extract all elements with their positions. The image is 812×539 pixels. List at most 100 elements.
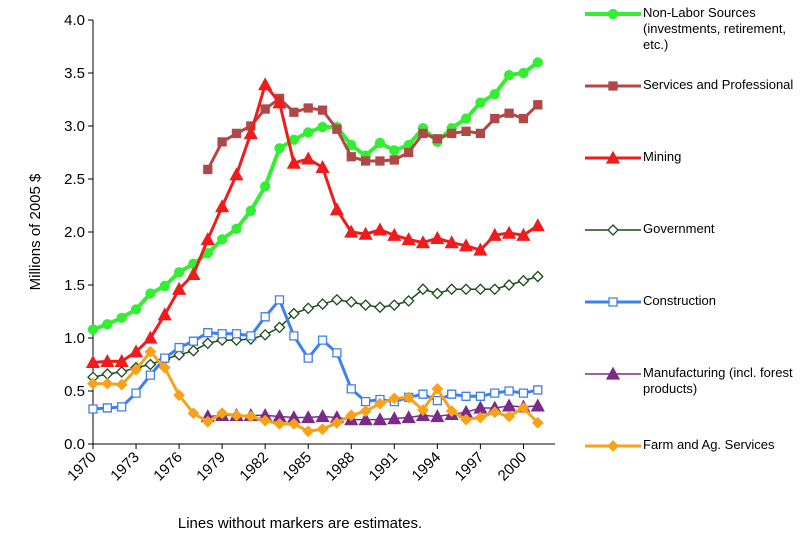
y-tick-label: 0.5: [64, 383, 85, 400]
marker: [474, 283, 487, 296]
x-tick-label: 1997: [452, 449, 488, 485]
marker: [490, 388, 500, 398]
marker: [607, 440, 619, 452]
marker: [418, 128, 428, 139]
marker: [460, 413, 472, 426]
marker: [517, 402, 530, 414]
marker: [317, 105, 328, 115]
y-axis-label: Millions of 2005 $: [27, 173, 44, 290]
marker: [144, 345, 157, 358]
marker: [533, 385, 543, 395]
marker: [174, 342, 184, 353]
marker: [144, 358, 157, 371]
marker: [231, 128, 242, 139]
marker: [475, 128, 486, 139]
marker: [430, 231, 445, 245]
marker: [518, 113, 529, 124]
x-tick-label: 1970: [64, 449, 100, 485]
marker: [401, 232, 416, 246]
marker: [317, 121, 328, 133]
legend-label: Non-Labor Sources (investments, retireme…: [643, 5, 787, 52]
marker: [101, 368, 114, 380]
marker: [188, 336, 199, 346]
marker: [388, 392, 401, 405]
marker: [389, 145, 400, 156]
marker: [346, 152, 356, 162]
marker: [260, 181, 271, 192]
marker: [461, 391, 471, 401]
marker: [402, 294, 415, 307]
marker: [358, 226, 373, 240]
marker: [387, 411, 402, 425]
marker: [329, 202, 345, 216]
marker: [415, 235, 431, 249]
marker: [402, 391, 415, 404]
legend-label: Mining: [643, 149, 682, 164]
marker: [404, 147, 414, 158]
marker: [504, 108, 514, 118]
marker: [87, 377, 99, 390]
marker: [88, 404, 98, 414]
marker: [145, 288, 156, 299]
marker: [245, 205, 256, 216]
marker: [332, 124, 342, 134]
marker: [186, 267, 201, 281]
legend-label: Manufacturing (incl. forest products): [643, 365, 793, 396]
marker: [417, 283, 429, 296]
marker: [332, 348, 342, 358]
marker: [273, 417, 286, 430]
marker: [532, 57, 543, 68]
legend-swatch: [585, 440, 641, 452]
x-tick-label: 1994: [409, 449, 445, 485]
marker: [360, 396, 371, 407]
marker: [229, 167, 244, 181]
marker: [217, 329, 227, 339]
marker: [246, 331, 256, 341]
marker: [286, 155, 301, 169]
marker: [217, 137, 227, 147]
marker: [605, 150, 621, 164]
marker: [231, 223, 242, 234]
x-tick-label: 1982: [236, 449, 272, 485]
marker: [273, 321, 286, 334]
marker: [490, 113, 500, 124]
marker: [475, 97, 486, 108]
legend-swatch: [585, 366, 641, 380]
marker: [533, 100, 543, 110]
marker: [216, 234, 228, 245]
marker: [330, 416, 343, 429]
marker: [230, 409, 243, 422]
marker: [431, 287, 444, 300]
marker: [301, 410, 316, 424]
marker: [517, 274, 530, 287]
marker: [216, 407, 229, 420]
marker: [201, 337, 214, 350]
marker: [102, 403, 112, 413]
marker: [173, 389, 186, 402]
x-tick-label: 1979: [193, 449, 229, 485]
marker: [374, 137, 386, 149]
marker: [131, 388, 141, 398]
legend-label: Construction: [643, 293, 716, 308]
marker: [243, 126, 258, 140]
marker: [272, 95, 287, 109]
marker: [201, 415, 214, 428]
marker: [117, 402, 127, 412]
marker: [458, 238, 474, 252]
marker: [531, 270, 544, 283]
legend-swatch: [585, 8, 641, 20]
x-tick-label: 1973: [107, 449, 143, 485]
marker: [346, 384, 356, 394]
marker: [330, 293, 343, 306]
marker: [203, 328, 213, 338]
marker: [359, 405, 372, 418]
marker: [372, 222, 388, 236]
marker: [128, 344, 144, 358]
marker: [345, 296, 358, 308]
marker: [432, 134, 442, 144]
series-line: [92, 81, 539, 364]
marker: [447, 389, 457, 399]
marker: [303, 353, 313, 363]
marker: [288, 134, 300, 145]
